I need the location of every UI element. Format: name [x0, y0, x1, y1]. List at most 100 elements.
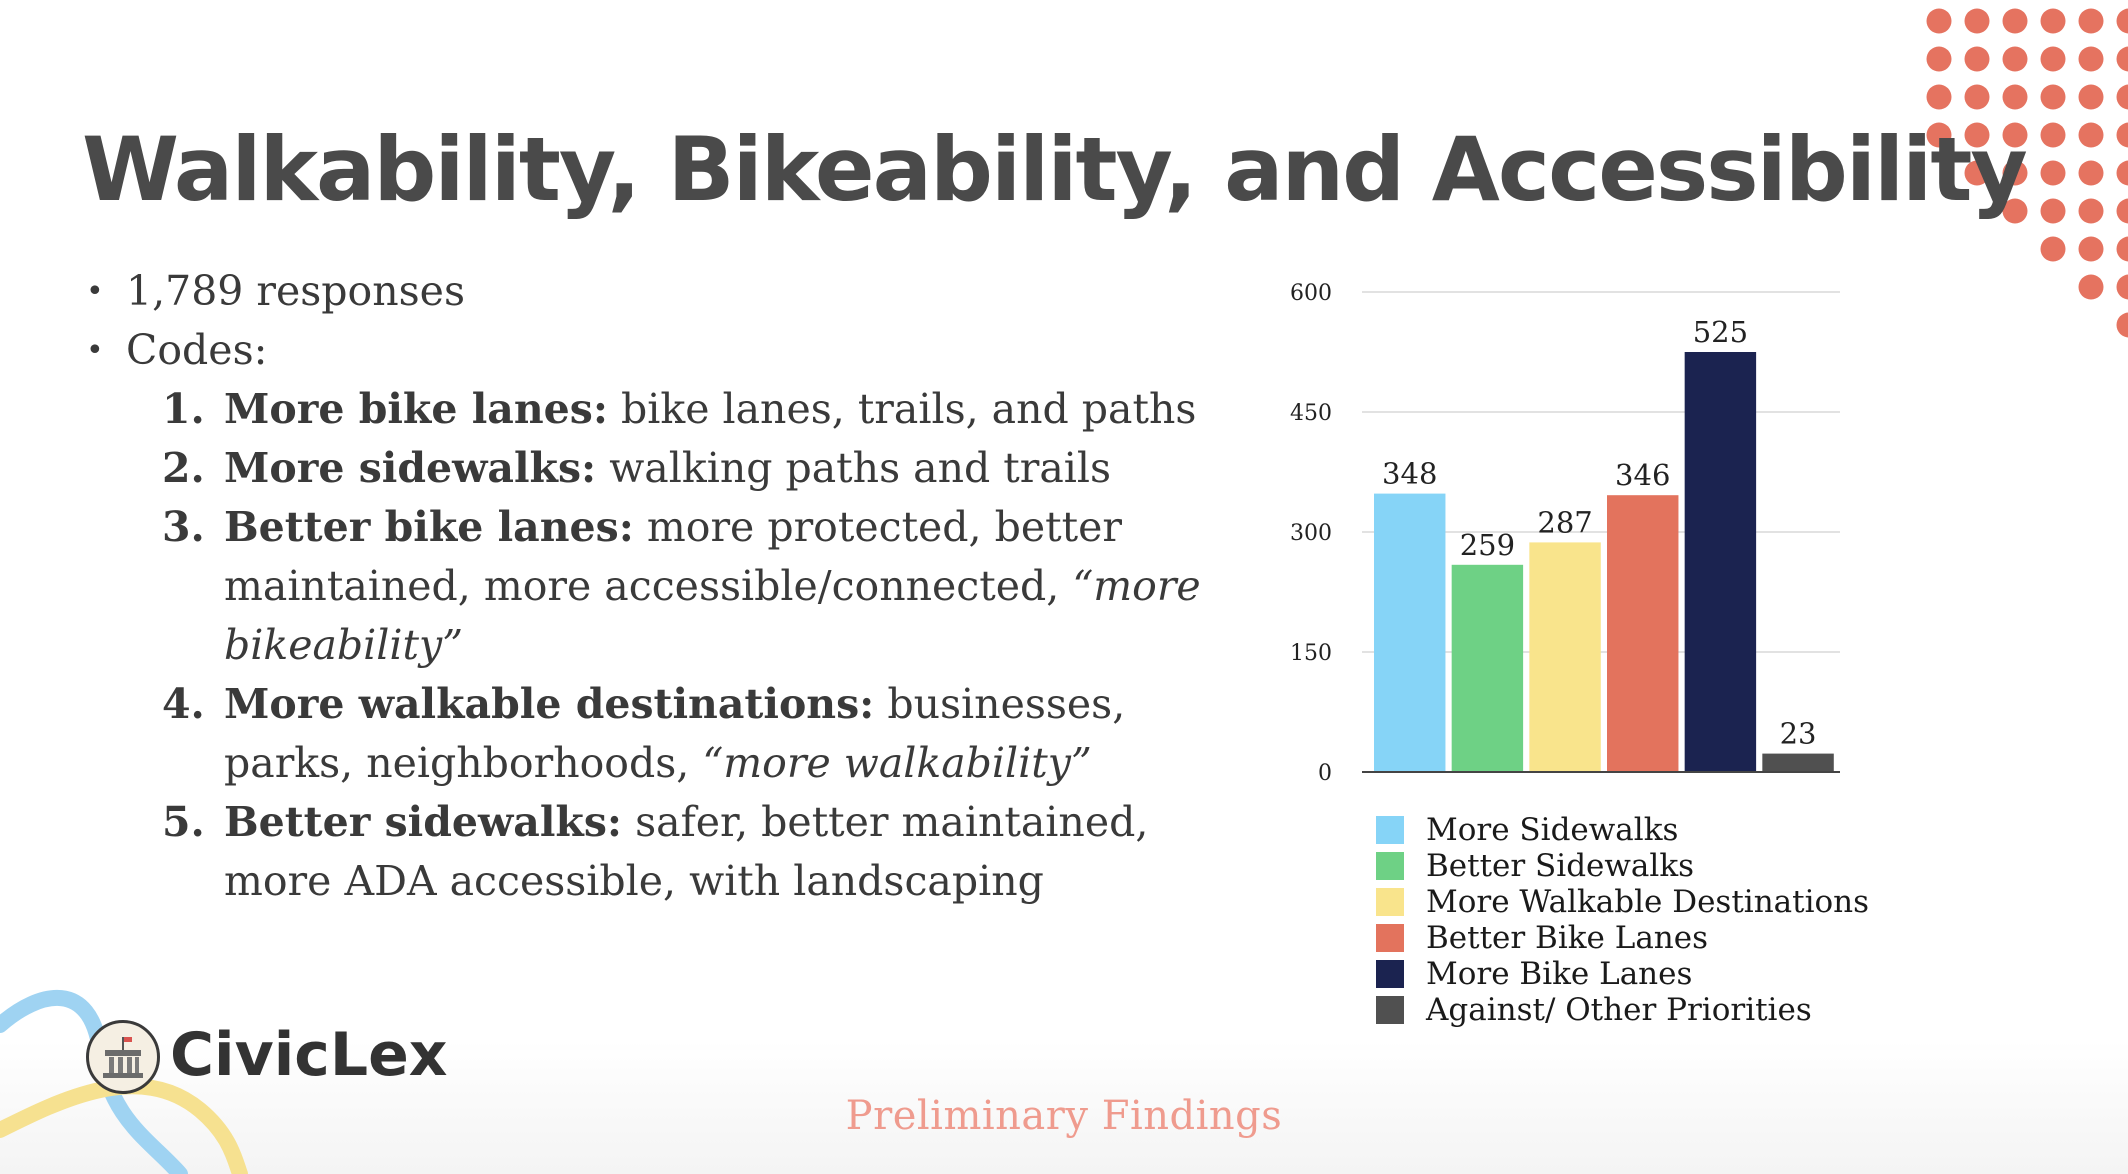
code-label: Better bike lanes:: [224, 503, 634, 551]
code-text: Better sidewalks: safer, better maintain…: [224, 793, 1206, 911]
code-text: More sidewalks: walking paths and trails: [224, 439, 1206, 498]
legend-item: More Bike Lanes: [1376, 956, 1869, 992]
accent-dot: [2040, 198, 2066, 224]
accent-dot: [2116, 274, 2128, 300]
accent-dot: [2078, 274, 2104, 300]
legend-swatch: [1376, 852, 1404, 880]
code-item: 2. More sidewalks: walking paths and tra…: [162, 439, 1206, 498]
logo-text: CivicLex: [170, 1020, 448, 1090]
bar-value-label: 287: [1537, 505, 1592, 539]
chart-legend: More Sidewalks Better Sidewalks More Walka…: [1376, 812, 1869, 1028]
accent-dot: [2116, 236, 2128, 262]
accent-dot: [2116, 46, 2128, 72]
code-item: 4. More walkable destinations: businesse…: [162, 675, 1206, 793]
legend-label: Better Sidewalks: [1426, 848, 1695, 884]
accent-dot: [2040, 46, 2066, 72]
accent-dot: [1964, 8, 1990, 34]
code-number: 5.: [162, 798, 205, 846]
accent-dot: [2040, 160, 2066, 186]
accent-dot: [2078, 8, 2104, 34]
accent-dot: [1926, 8, 1952, 34]
code-description: bike lanes, trails, and paths: [607, 385, 1197, 433]
y-tick-label: 450: [1290, 401, 1332, 426]
bullet-codes: • Codes:: [86, 321, 1206, 380]
accent-dot: [2116, 8, 2128, 34]
code-description: safer, better maintained, more ADA acces…: [224, 798, 1149, 905]
code-number: 1.: [162, 385, 205, 433]
accent-dot: [2078, 46, 2104, 72]
bullet-dot: •: [86, 333, 104, 368]
accent-dot: [2116, 84, 2128, 110]
y-tick-label: 0: [1318, 761, 1332, 786]
code-number: 3.: [162, 503, 205, 551]
bar-value-label: 348: [1382, 457, 1437, 491]
code-item: 3. Better bike lanes: more protected, be…: [162, 498, 1206, 675]
accent-dot: [2078, 198, 2104, 224]
legend-item: More Walkable Destinations: [1376, 884, 1869, 920]
bullet-list: • 1,789 responses • Codes: 1. More bike …: [86, 262, 1206, 911]
code-quote: “more walkability”: [702, 739, 1092, 787]
bar-value-label: 23: [1780, 717, 1817, 751]
accent-dot: [2116, 122, 2128, 148]
bar-value-label: 346: [1615, 458, 1670, 492]
y-tick-label: 300: [1290, 521, 1332, 546]
legend-item: Better Bike Lanes: [1376, 920, 1869, 956]
bar-more-bike-lanes: [1684, 352, 1757, 772]
code-number: 4.: [162, 680, 205, 728]
legend-item: Better Sidewalks: [1376, 848, 1869, 884]
legend-swatch: [1376, 996, 1404, 1024]
accent-dot: [2040, 8, 2066, 34]
code-text: Better bike lanes: more protected, bette…: [224, 498, 1206, 675]
accent-dot: [1964, 84, 1990, 110]
yellow-swoosh: [0, 1078, 248, 1174]
bar-more-sidewalks: [1374, 493, 1446, 772]
bar-chart: 0 150 300 450 600 348 259 287 346 525 23: [1290, 281, 1840, 786]
accent-dot: [2002, 46, 2028, 72]
legend-label: Against/ Other Priorities: [1426, 992, 1812, 1028]
accent-dot: [2078, 160, 2104, 186]
code-text: More walkable destinations: businesses, …: [224, 675, 1206, 793]
legend-label: More Walkable Destinations: [1426, 884, 1870, 920]
y-tick-label: 150: [1290, 641, 1332, 666]
bottom-fade: [0, 1040, 2128, 1174]
bullet-responses: • 1,789 responses: [86, 262, 1206, 321]
accent-dot: [2002, 84, 2028, 110]
code-label: More bike lanes:: [224, 385, 608, 433]
code-description: businesses, parks, neighborhoods,: [224, 680, 1126, 787]
accent-dot: [2040, 236, 2066, 262]
code-description: more protected, better maintained, more …: [224, 503, 1122, 610]
bullet-text: Codes:: [126, 326, 268, 374]
slide-title: Walkability, Bikeability, and Accessibil…: [82, 118, 2028, 221]
code-item: 5. Better sidewalks: safer, better maint…: [162, 793, 1206, 911]
bar-against-other-priorities: [1762, 753, 1834, 772]
legend-label: More Sidewalks: [1426, 812, 1679, 848]
accent-dot: [1964, 46, 1990, 72]
bar-better-bike-lanes: [1607, 495, 1679, 772]
legend-swatch: [1376, 816, 1404, 844]
legend-swatch: [1376, 888, 1404, 916]
accent-dot: [2116, 160, 2128, 186]
bar-better-sidewalks: [1451, 564, 1524, 772]
accent-dot: [2078, 122, 2104, 148]
legend-label: More Bike Lanes: [1426, 956, 1693, 992]
code-quote: “more bikeability”: [224, 562, 1201, 669]
accent-dot: [1926, 84, 1952, 110]
bullet-text: 1,789 responses: [126, 267, 465, 315]
accent-dot: [2040, 84, 2066, 110]
legend-item: Against/ Other Priorities: [1376, 992, 1869, 1028]
code-item: 1. More bike lanes: bike lanes, trails, …: [162, 380, 1206, 439]
legend-swatch: [1376, 960, 1404, 988]
accent-dot: [2116, 312, 2128, 338]
code-text: More bike lanes: bike lanes, trails, and…: [224, 380, 1206, 439]
code-label: More sidewalks:: [224, 444, 597, 492]
accent-dot: [2040, 122, 2066, 148]
courthouse-icon: [103, 1037, 143, 1078]
bar-value-label: 525: [1693, 315, 1748, 349]
logo-icon: [86, 1020, 160, 1094]
code-label: Better sidewalks:: [224, 798, 623, 846]
y-tick-label: 600: [1290, 281, 1332, 306]
accent-dot: [1926, 46, 1952, 72]
bullet-dot: •: [86, 274, 104, 309]
bar-more-walkable-destinations: [1529, 542, 1601, 772]
